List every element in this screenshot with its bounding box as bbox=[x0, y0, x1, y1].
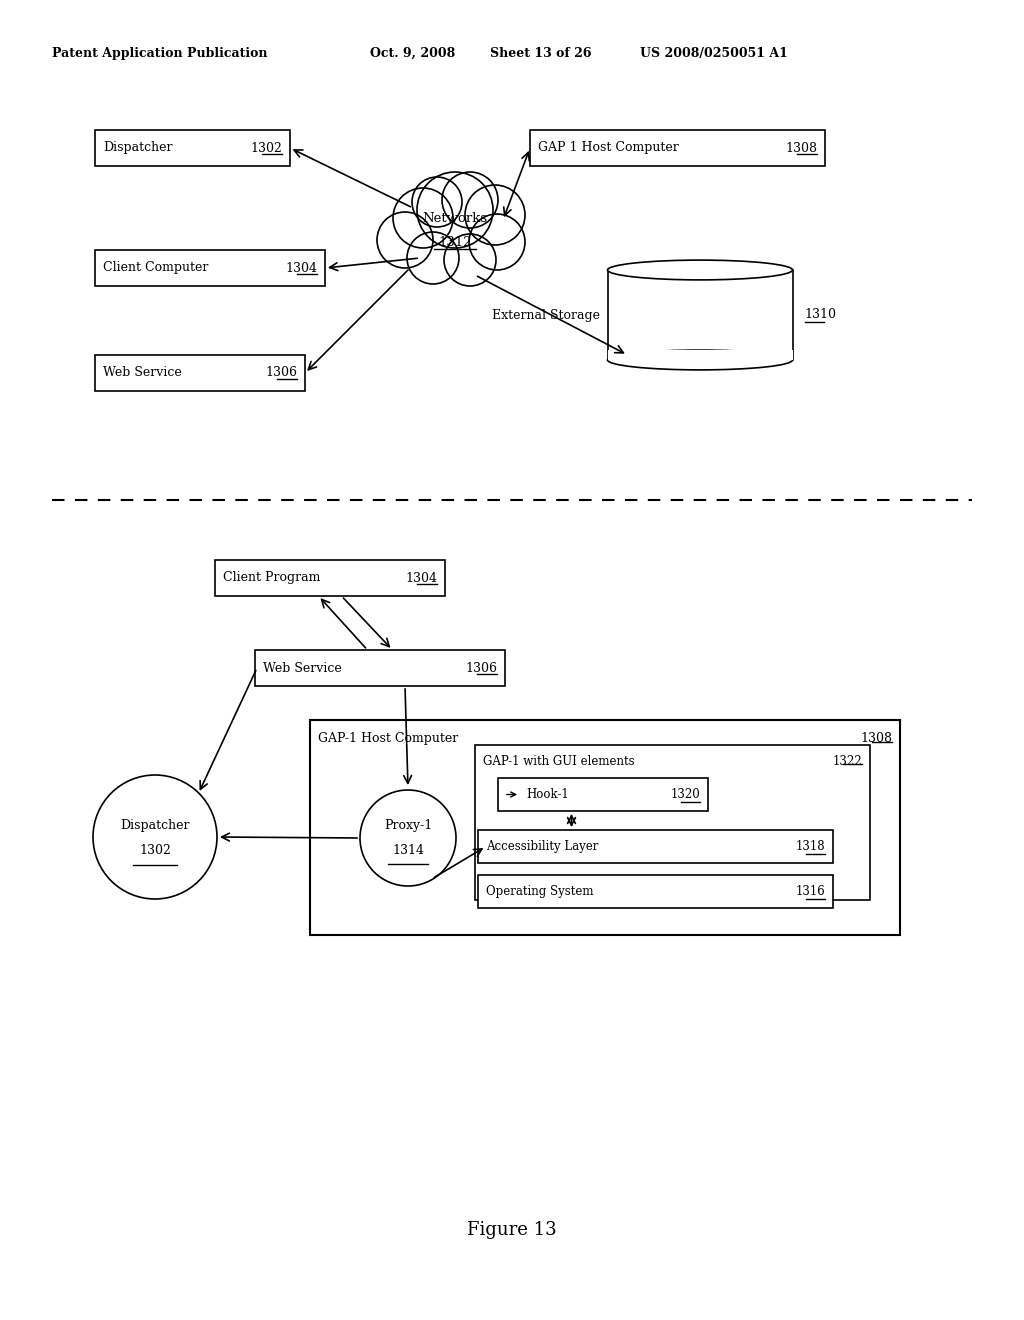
Text: Dispatcher: Dispatcher bbox=[120, 818, 189, 832]
Text: 1312: 1312 bbox=[438, 235, 472, 248]
Text: Accessibility Layer: Accessibility Layer bbox=[486, 840, 598, 853]
Text: Patent Application Publication: Patent Application Publication bbox=[52, 48, 267, 59]
Text: 1304: 1304 bbox=[285, 261, 317, 275]
Text: 1310: 1310 bbox=[805, 309, 837, 322]
Ellipse shape bbox=[607, 350, 793, 370]
Text: Hook-1: Hook-1 bbox=[526, 788, 568, 801]
Text: 1302: 1302 bbox=[250, 141, 282, 154]
Bar bbox=[478, 830, 833, 863]
Text: Sheet 13 of 26: Sheet 13 of 26 bbox=[490, 48, 592, 59]
Circle shape bbox=[469, 214, 525, 271]
Text: Client Program: Client Program bbox=[223, 572, 321, 585]
Circle shape bbox=[407, 232, 459, 284]
Bar bbox=[607, 271, 793, 360]
Text: 1322: 1322 bbox=[833, 755, 862, 768]
Text: US 2008/0250051 A1: US 2008/0250051 A1 bbox=[640, 48, 787, 59]
Text: 1316: 1316 bbox=[796, 884, 825, 898]
Text: 1302: 1302 bbox=[139, 845, 171, 858]
Text: Oct. 9, 2008: Oct. 9, 2008 bbox=[370, 48, 456, 59]
Bar bbox=[498, 777, 708, 810]
Ellipse shape bbox=[607, 260, 793, 280]
Bar bbox=[530, 129, 825, 166]
Text: Web Service: Web Service bbox=[103, 367, 181, 380]
Text: Networks: Networks bbox=[423, 211, 487, 224]
Bar bbox=[310, 719, 900, 935]
Circle shape bbox=[412, 177, 462, 227]
Text: 1306: 1306 bbox=[465, 661, 497, 675]
Text: 1320: 1320 bbox=[671, 788, 700, 801]
Bar bbox=[255, 649, 505, 686]
Bar bbox=[215, 560, 445, 597]
Circle shape bbox=[442, 172, 498, 228]
Text: GAP-1 with GUI elements: GAP-1 with GUI elements bbox=[483, 755, 635, 768]
Bar bbox=[607, 350, 793, 360]
Text: 1306: 1306 bbox=[265, 367, 297, 380]
Text: 1318: 1318 bbox=[796, 840, 825, 853]
Circle shape bbox=[393, 187, 453, 248]
Circle shape bbox=[377, 213, 433, 268]
Text: Operating System: Operating System bbox=[486, 884, 594, 898]
Circle shape bbox=[417, 172, 493, 248]
Circle shape bbox=[93, 775, 217, 899]
Circle shape bbox=[465, 185, 525, 246]
Bar bbox=[475, 744, 870, 900]
Bar bbox=[478, 875, 833, 908]
Text: 1304: 1304 bbox=[406, 572, 437, 585]
Text: 1308: 1308 bbox=[860, 733, 892, 744]
Text: Proxy-1: Proxy-1 bbox=[384, 820, 432, 833]
Bar bbox=[95, 355, 305, 391]
Text: Dispatcher: Dispatcher bbox=[103, 141, 172, 154]
Circle shape bbox=[444, 234, 496, 286]
Text: GAP 1 Host Computer: GAP 1 Host Computer bbox=[538, 141, 679, 154]
Bar bbox=[95, 249, 325, 286]
Text: 1308: 1308 bbox=[785, 141, 817, 154]
Text: Figure 13: Figure 13 bbox=[467, 1221, 557, 1239]
Circle shape bbox=[360, 789, 456, 886]
Text: External Storage: External Storage bbox=[492, 309, 599, 322]
Text: Web Service: Web Service bbox=[263, 661, 342, 675]
Text: GAP-1 Host Computer: GAP-1 Host Computer bbox=[318, 733, 459, 744]
Bar bbox=[95, 129, 290, 166]
Text: Client Computer: Client Computer bbox=[103, 261, 208, 275]
Text: 1314: 1314 bbox=[392, 843, 424, 857]
